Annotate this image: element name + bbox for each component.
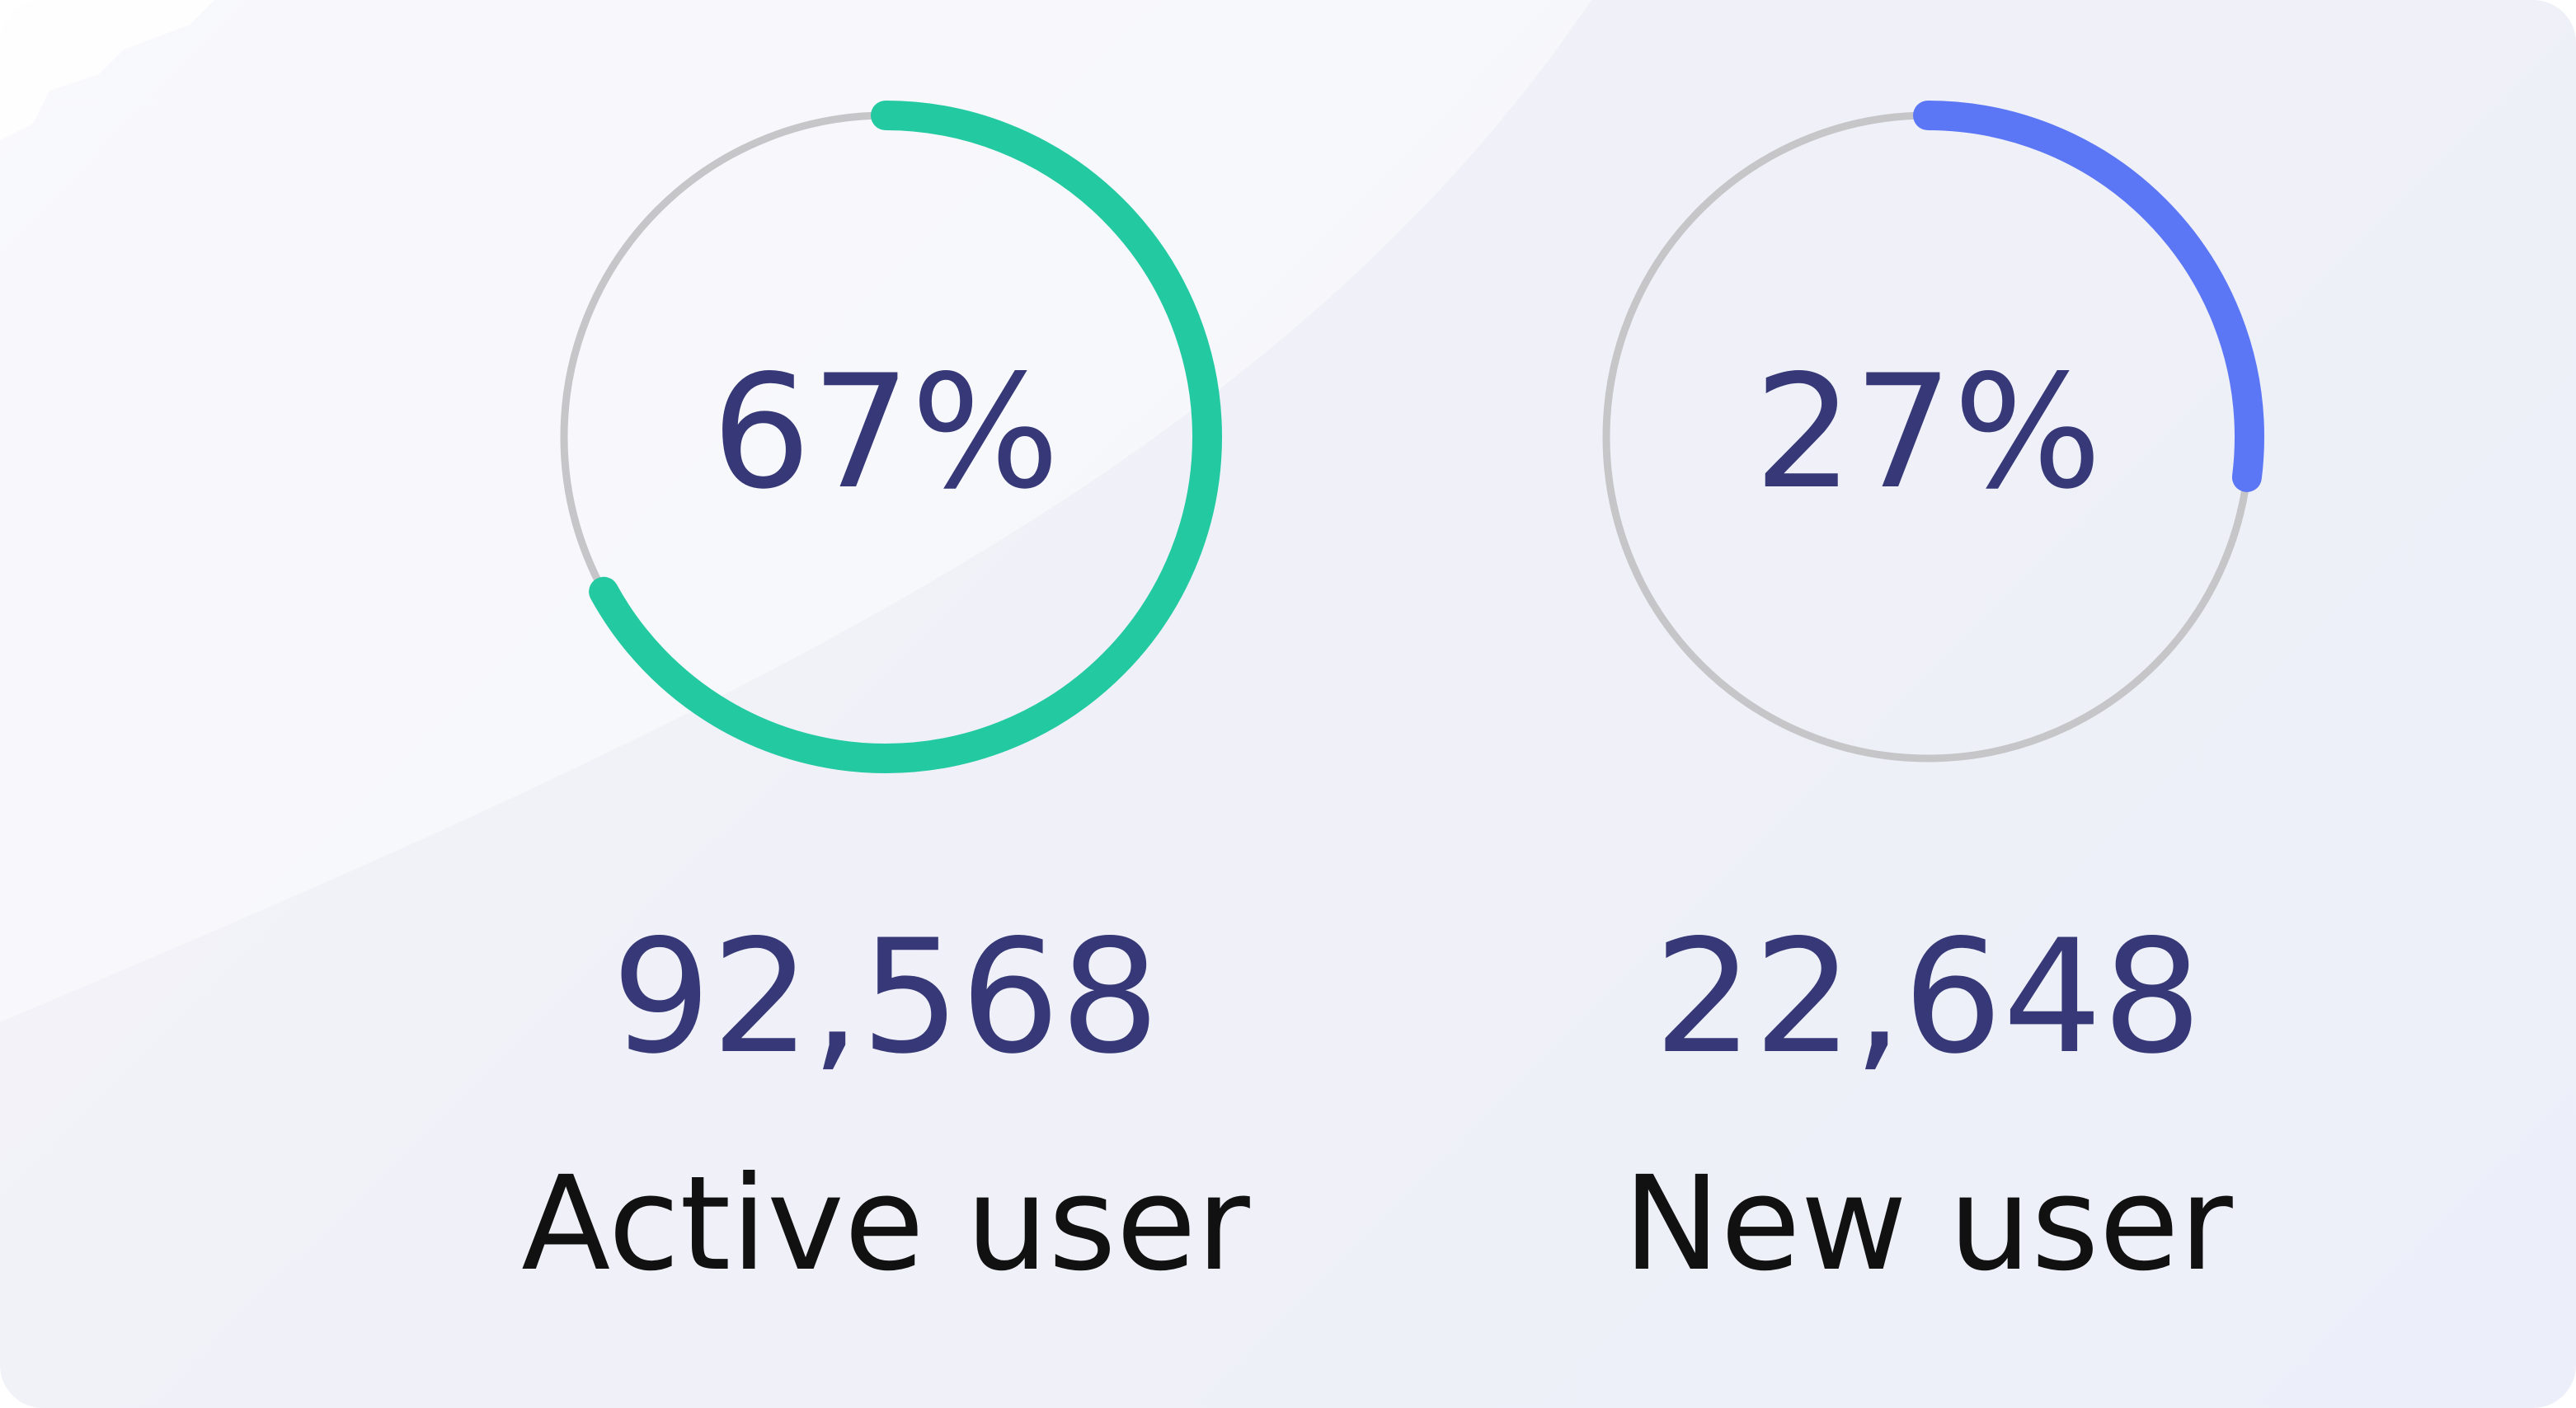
new-user-label: New user — [1623, 1148, 2233, 1300]
active-user-stat: 67% 92,568 Active user — [473, 0, 1298, 1408]
active-user-percent: 67% — [711, 341, 1060, 523]
active-user-label: Active user — [521, 1148, 1250, 1300]
new-user-ring-progress — [1591, 101, 2264, 773]
active-user-progress-ring — [549, 101, 1222, 773]
new-user-stat: 27% 22,648 New user — [1516, 0, 2340, 1408]
new-user-progress-ring — [1591, 101, 2264, 773]
active-user-count: 92,568 — [611, 906, 1160, 1088]
new-user-count: 22,648 — [1653, 906, 2202, 1088]
new-user-percent: 27% — [1753, 341, 2103, 523]
active-user-ring-progress — [549, 101, 1222, 773]
